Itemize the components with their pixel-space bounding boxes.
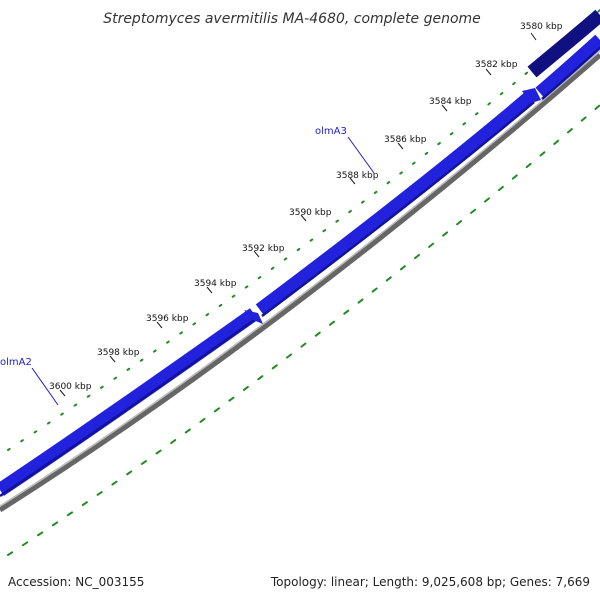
gene-label-leader — [31, 367, 59, 406]
genome-summary: Topology: linear; Length: 9,025,608 bp; … — [270, 575, 590, 589]
gene-olmA2-arrow — [0, 308, 259, 496]
tick-mark — [300, 214, 307, 222]
tick-label: 3588 kbp — [336, 171, 379, 181]
genome-backbone — [0, 53, 600, 513]
gene-next-arrow-shade — [541, 46, 600, 100]
gc-skew-track-inner — [7, 104, 600, 556]
gene-olmA2-arrow-shade — [0, 316, 258, 498]
gene-labels: olmA3 olmA2 — [0, 126, 375, 406]
tick-mark — [156, 321, 163, 329]
map-title: Streptomyces avermitilis MA-4680, comple… — [103, 11, 481, 27]
tick-label: 3600 kbp — [49, 382, 92, 392]
tick-label: 3598 kbp — [97, 348, 140, 358]
scale-ticks: 3580 kbp 3582 kbp 3584 kbp 3586 kbp 3588… — [49, 22, 563, 397]
gene-olmA2-arrowhead — [244, 310, 263, 324]
tick-mark — [206, 286, 213, 294]
gc-content-track-outer — [7, 9, 600, 451]
tick-mark — [485, 68, 492, 76]
tick-label: 3590 kbp — [289, 208, 332, 218]
tick-label: 3582 kbp — [475, 60, 518, 70]
gene-label-olmA2: olmA2 — [0, 357, 32, 368]
gene-olmA3-arrowhead — [522, 88, 541, 103]
tick-mark — [349, 177, 356, 185]
tick-mark — [397, 142, 404, 150]
tick-mark — [441, 104, 448, 112]
tick-label: 3592 kbp — [242, 244, 285, 254]
tick-label: 3580 kbp — [520, 22, 563, 32]
accession-label: Accession: NC_003155 — [8, 575, 144, 589]
tick-label: 3584 kbp — [429, 97, 472, 107]
gene-label-leader — [347, 136, 375, 174]
gene-label-olmA3: olmA3 — [315, 126, 347, 137]
gene-olmA3-arrow — [255, 91, 535, 316]
tick-mark — [59, 389, 66, 397]
genome-backbone-highlight — [0, 50, 600, 507]
tick-label: 3594 kbp — [194, 279, 237, 289]
gene-next-arrow — [535, 34, 600, 99]
gene-top-dark-arrow — [527, 9, 600, 78]
tick-label: 3586 kbp — [384, 135, 427, 145]
gene-olmA3-arrow-shade — [261, 101, 535, 317]
tick-mark — [109, 355, 116, 363]
tick-mark — [530, 32, 537, 41]
tick-label: 3596 kbp — [146, 314, 189, 324]
tick-mark — [253, 250, 260, 258]
